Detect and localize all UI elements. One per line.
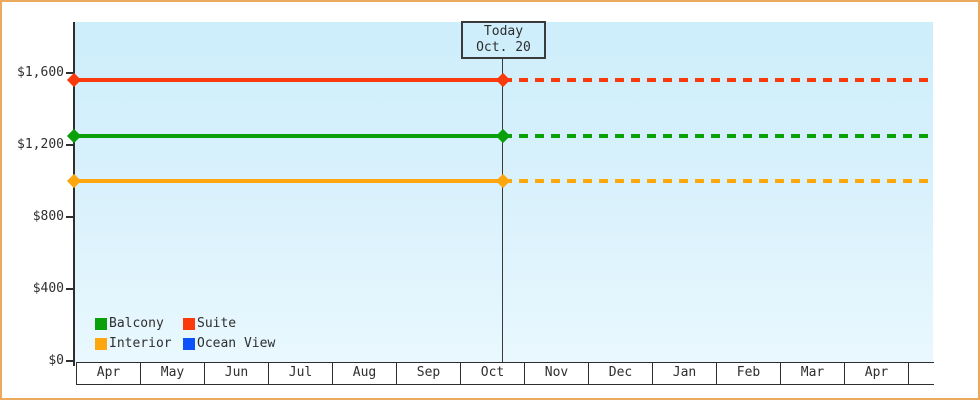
y-tick	[66, 360, 74, 362]
legend-label: Ocean View	[197, 336, 276, 351]
y-tick-label: $400	[32, 281, 64, 296]
price-line-solid-suite	[74, 78, 503, 83]
month-cell: May	[141, 363, 205, 384]
today-line	[502, 59, 503, 362]
y-tick-label: $1,600	[17, 65, 64, 80]
legend-swatch-suite-icon	[183, 317, 195, 330]
x-axis-month-row: Apr May Jun Jul Aug Sep Oct Nov Dec Jan Feb Mar Apr	[76, 362, 934, 385]
price-line-solid-balcony	[74, 134, 503, 138]
month-cell: Jul	[269, 363, 333, 384]
today-label-line1: Today	[483, 24, 524, 39]
today-label-line2: Oct. 20	[476, 40, 531, 55]
y-tick	[66, 288, 74, 290]
month-cell: Apr	[77, 363, 141, 384]
legend-label: Interior	[109, 336, 172, 351]
month-cell-blank	[909, 363, 934, 384]
month-cell: Aug	[333, 363, 397, 384]
legend-label: Balcony	[109, 316, 164, 331]
y-axis-line	[73, 22, 75, 366]
legend-swatch-interior-icon	[95, 337, 107, 350]
legend-swatch-ocean-view-icon	[183, 337, 195, 350]
y-tick-label: $0	[48, 353, 64, 368]
today-label-box: Today Oct. 20	[461, 21, 546, 59]
legend-item-interior: Interior	[95, 334, 183, 353]
legend-item-ocean-view: Ocean View	[183, 334, 275, 353]
month-cell: Feb	[717, 363, 781, 384]
month-cell: Mar	[781, 363, 845, 384]
y-tick	[66, 144, 74, 146]
legend-label: Suite	[197, 316, 237, 331]
price-line-dashed-balcony	[503, 134, 933, 138]
y-tick-label: $800	[32, 209, 64, 224]
y-tick-label: $1,200	[17, 137, 64, 152]
y-tick	[66, 216, 74, 218]
legend-item-balcony: Balcony	[95, 314, 183, 333]
y-tick	[66, 72, 74, 74]
legend-item-suite: Suite	[183, 314, 275, 333]
month-cell: Dec	[589, 363, 653, 384]
legend: Balcony Suite Interior Ocean View	[95, 314, 275, 353]
month-cell: Jan	[653, 363, 717, 384]
price-line-solid-interior	[74, 179, 503, 183]
month-cell: Sep	[397, 363, 461, 384]
month-cell: Jun	[205, 363, 269, 384]
month-cell: Apr	[845, 363, 909, 384]
month-cell: Oct	[461, 363, 525, 384]
legend-swatch-balcony-icon	[95, 317, 107, 330]
price-line-dashed-suite	[503, 78, 933, 83]
price-line-dashed-interior	[503, 179, 933, 183]
month-cell: Nov	[525, 363, 589, 384]
